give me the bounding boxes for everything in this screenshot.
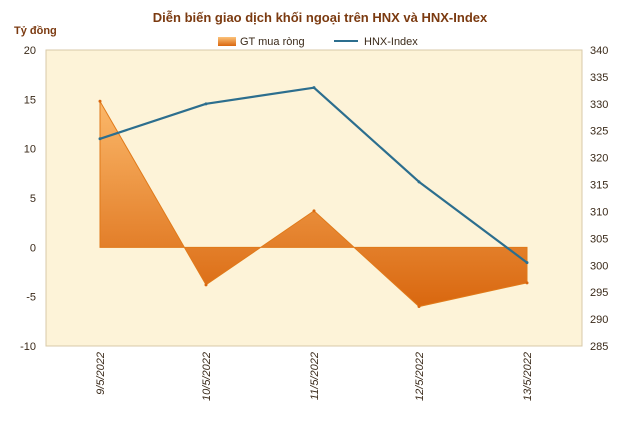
index-point xyxy=(417,180,421,184)
index-point xyxy=(204,102,208,106)
y-left-tick-label: -10 xyxy=(20,341,36,353)
x-tick-label: 12/5/2022 xyxy=(414,352,426,401)
y-left-tick-label: 15 xyxy=(24,94,36,106)
y-right-tick-label: 295 xyxy=(590,287,608,299)
area-point xyxy=(312,209,316,213)
y-left-tick-label: 0 xyxy=(30,242,36,254)
x-tick-label: 9/5/2022 xyxy=(95,352,107,395)
index-point xyxy=(98,137,102,141)
y-right-tick-label: 315 xyxy=(590,180,608,192)
x-tick-label: 13/5/2022 xyxy=(522,352,534,401)
y-right-tick-label: 305 xyxy=(590,233,608,245)
area-point xyxy=(525,281,529,285)
x-ticks: 9/5/2022 10/5/2022 11/5/2022 12/5/2022 13/5/… xyxy=(95,352,534,401)
index-point xyxy=(525,261,529,265)
y-right-tick-label: 335 xyxy=(590,72,608,84)
y-left-ticks: 20 15 10 5 0 -5 -10 xyxy=(20,45,36,353)
y-left-axis-label: Tỷ đồng xyxy=(14,25,57,37)
chart-title: Diễn biến giao dịch khối ngoại trên HNX … xyxy=(153,10,488,25)
index-point xyxy=(312,86,316,90)
y-left-tick-label: 20 xyxy=(24,45,36,57)
area-point xyxy=(417,305,421,309)
x-tick-label: 10/5/2022 xyxy=(201,352,213,401)
y-left-tick-label: -5 xyxy=(26,292,36,304)
y-right-tick-label: 340 xyxy=(590,45,608,57)
area-point xyxy=(98,99,102,103)
y-right-tick-label: 325 xyxy=(590,126,608,138)
y-right-tick-label: 330 xyxy=(590,99,608,111)
legend-swatch-area xyxy=(218,37,236,46)
y-left-tick-label: 5 xyxy=(30,193,36,205)
y-right-ticks: 340 335 330 325 320 315 310 305 300 295 290 285 xyxy=(590,45,608,353)
area-point xyxy=(204,283,208,287)
legend: GT mua ròng HNX-Index xyxy=(218,36,418,48)
legend-label-line: HNX-Index xyxy=(364,36,418,48)
x-tick-label: 11/5/2022 xyxy=(309,352,321,400)
line-series xyxy=(98,86,529,265)
y-right-tick-label: 290 xyxy=(590,314,608,326)
y-right-tick-label: 320 xyxy=(590,153,608,165)
y-right-tick-label: 300 xyxy=(590,260,608,272)
y-left-tick-label: 10 xyxy=(24,144,36,156)
y-right-tick-label: 310 xyxy=(590,206,608,218)
y-right-tick-label: 285 xyxy=(590,341,608,353)
legend-label-area: GT mua ròng xyxy=(240,36,305,48)
